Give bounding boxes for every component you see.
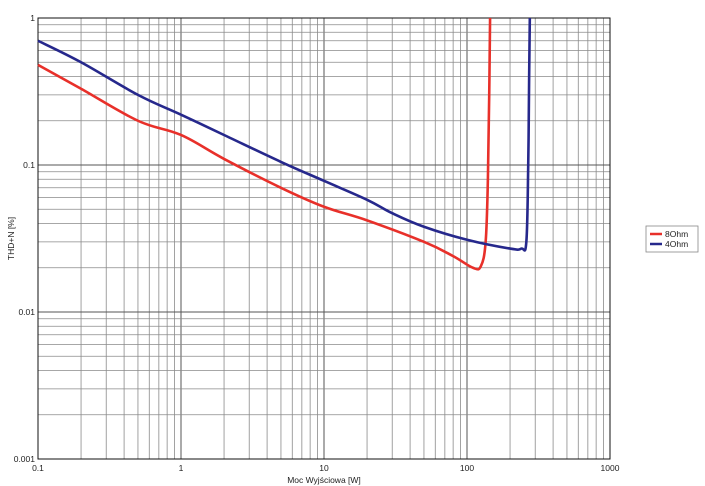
legend-label-4ohm: 4Ohm xyxy=(665,239,688,249)
legend: 8Ohm 4Ohm xyxy=(645,225,699,253)
x-tick-label: 0.1 xyxy=(32,463,44,473)
grid-lines xyxy=(37,18,610,460)
x-axis-label: Moc Wyjściowa [W] xyxy=(287,475,361,485)
y-tick-label: 0.1 xyxy=(23,160,35,170)
x-tick-label: 100 xyxy=(460,463,474,473)
legend-label-8ohm: 8Ohm xyxy=(665,229,688,239)
series-line-8ohm xyxy=(37,17,492,271)
y-tick-label: 1 xyxy=(30,13,35,23)
x-tick-label: 10 xyxy=(319,463,329,473)
series-layer xyxy=(37,17,532,271)
y-axis-label: THD+N [%] xyxy=(6,217,16,260)
x-tick-label: 1000 xyxy=(601,463,620,473)
series-line-4ohm xyxy=(37,17,532,252)
legend-box xyxy=(645,225,699,253)
y-tick-labels: 0.001 0.01 0.1 1 xyxy=(14,13,36,464)
x-tick-label: 1 xyxy=(179,463,184,473)
y-tick-label: 0.001 xyxy=(14,454,36,464)
y-tick-label: 0.01 xyxy=(18,307,35,317)
plot-frame xyxy=(37,17,611,460)
x-tick-labels: 0.1 1 10 100 1000 xyxy=(32,463,620,473)
